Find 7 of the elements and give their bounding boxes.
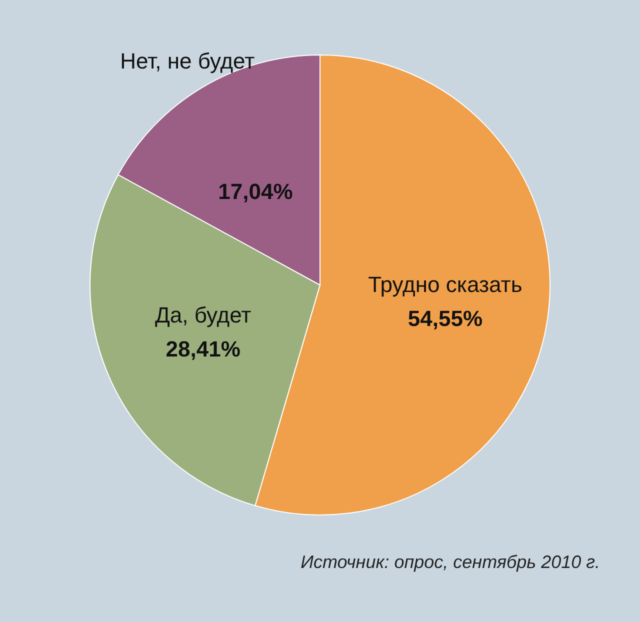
slice-label: Нет, не будет bbox=[120, 48, 255, 74]
slice-label: Трудно сказать bbox=[368, 272, 522, 298]
slice-label: Да, будет bbox=[155, 302, 252, 328]
data-label: 17,04% bbox=[218, 179, 293, 204]
data-label: 28,41% bbox=[166, 336, 240, 362]
data-label: 54,55% bbox=[408, 306, 483, 332]
text: Источник: опрос, сентябрь 2010 г. bbox=[300, 552, 600, 572]
